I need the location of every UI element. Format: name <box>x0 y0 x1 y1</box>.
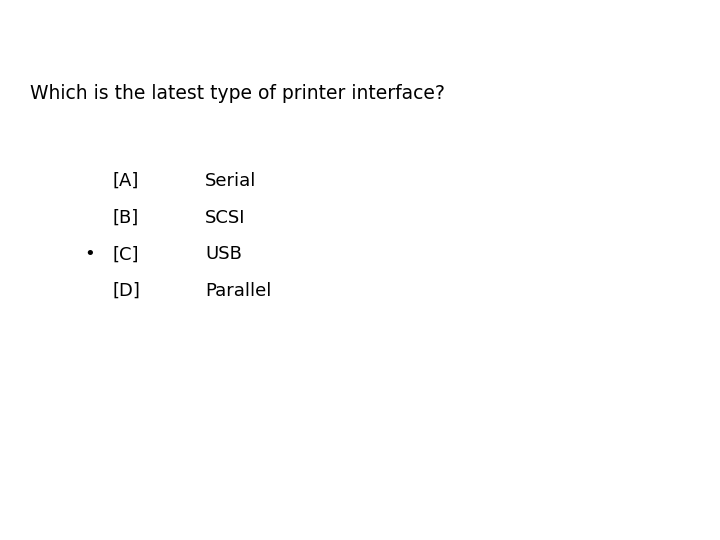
Text: USB: USB <box>205 245 242 264</box>
Text: •: • <box>85 245 95 264</box>
Text: Serial: Serial <box>205 172 256 190</box>
Text: [A]: [A] <box>113 172 139 190</box>
Text: SCSI: SCSI <box>205 208 246 227</box>
Text: [D]: [D] <box>112 282 140 300</box>
Text: [B]: [B] <box>113 208 139 227</box>
Text: Parallel: Parallel <box>205 282 271 300</box>
Text: [C]: [C] <box>113 245 139 264</box>
Text: Which is the latest type of printer interface?: Which is the latest type of printer inte… <box>30 84 445 103</box>
